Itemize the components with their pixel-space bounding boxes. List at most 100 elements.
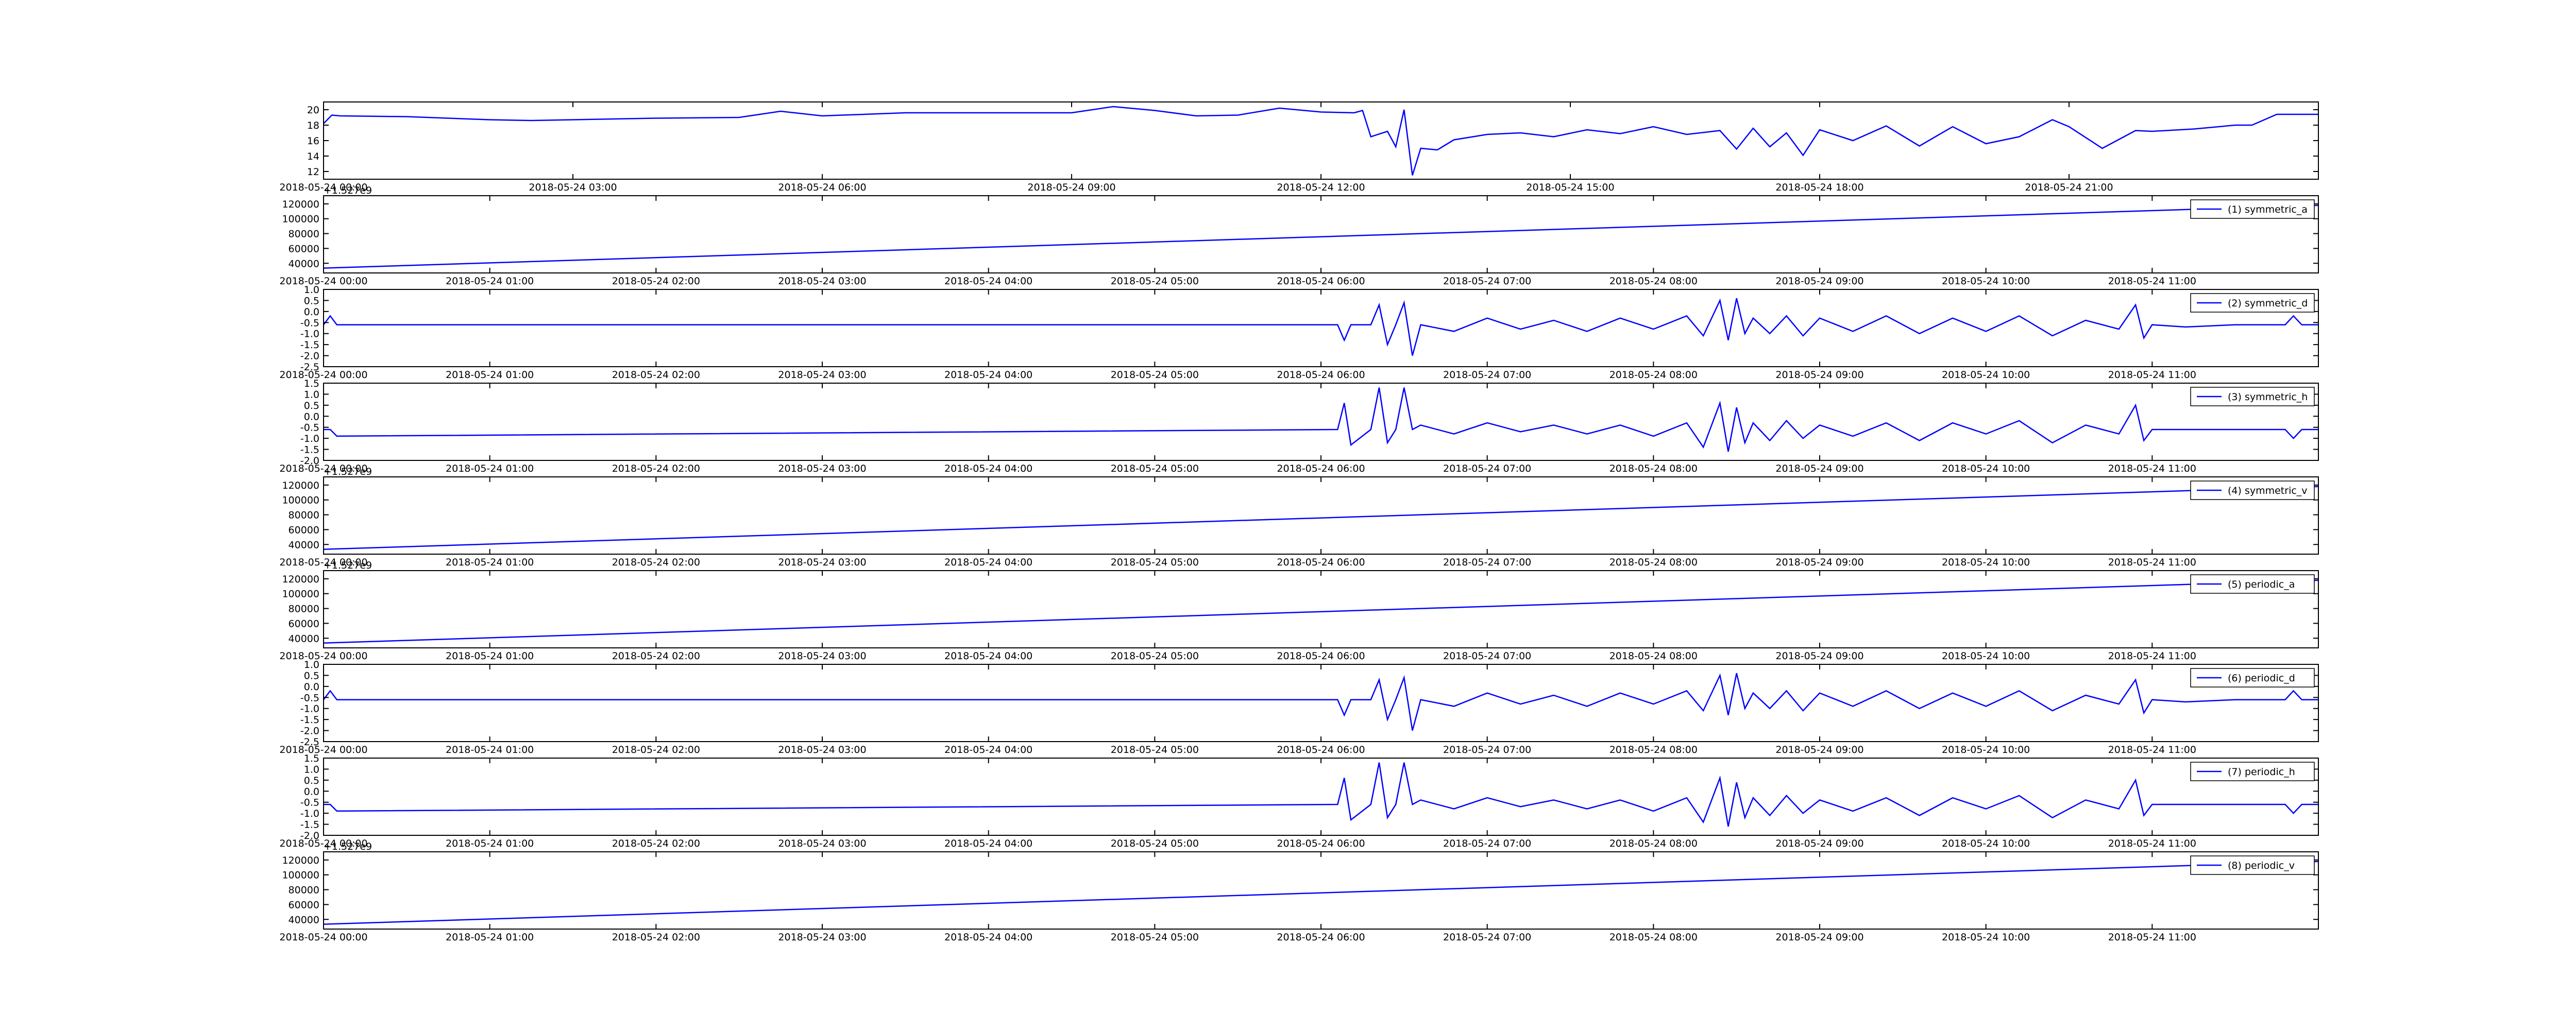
series-line: [324, 579, 2318, 644]
x-tick-label: 2018-05-24 02:00: [612, 557, 700, 568]
y-tick-label: -1.0: [300, 433, 319, 444]
y-tick-label: 40000: [289, 633, 319, 644]
x-tick-label: 2018-05-24 00:00: [279, 182, 367, 193]
x-tick-label: 2018-05-24 08:00: [1609, 463, 1698, 474]
y-tick-label: 100000: [282, 870, 319, 881]
x-tick-label: 2018-05-24 11:00: [2108, 744, 2196, 756]
legend-box: [2190, 480, 2315, 500]
x-tick-label: 2018-05-24 00:00: [279, 276, 367, 287]
series-line: [324, 861, 2318, 925]
x-tick-label: 2018-05-24 02:00: [612, 932, 700, 943]
x-tick-label: 2018-05-24 05:00: [1111, 369, 1199, 381]
x-tick-label: 2018-05-24 09:00: [1775, 650, 1863, 662]
y-tick-label: -2.0: [300, 351, 319, 362]
x-tick-label: 2018-05-24 02:00: [612, 463, 700, 474]
y-tick-label: 1.0: [304, 764, 319, 775]
x-tick-label: 2018-05-24 01:00: [446, 650, 534, 662]
y-tick-label: 14: [307, 151, 319, 162]
x-tick-label: 2018-05-24 08:00: [1609, 276, 1698, 287]
series-line: [324, 387, 2318, 452]
plot-area: [324, 758, 2318, 835]
x-tick-label: 2018-05-24 00:00: [279, 932, 367, 943]
y-tick-label: 0.5: [304, 670, 319, 681]
y-tick-label: -1.5: [300, 819, 319, 831]
y-tick-label: -0.5: [300, 797, 319, 809]
x-tick-label: 2018-05-24 10:00: [1942, 744, 2030, 756]
x-tick-label: 2018-05-24 06:00: [1277, 650, 1365, 662]
x-tick-label: 2018-05-24 05:00: [1111, 557, 1199, 568]
x-tick-label: 2018-05-24 11:00: [2108, 650, 2196, 662]
y-tick-label: -2.0: [300, 455, 319, 467]
y-tick-label: 18: [307, 120, 319, 131]
x-tick-label: 2018-05-24 04:00: [944, 744, 1032, 756]
x-tick-label: 2018-05-24 11:00: [2108, 276, 2196, 287]
x-tick-label: 2018-05-24 06:00: [1277, 932, 1365, 943]
x-tick-label: 2018-05-24 01:00: [446, 932, 534, 943]
x-tick-label: 2018-05-24 09:00: [1775, 838, 1863, 849]
plot-area: [324, 102, 2318, 179]
y-tick-label: 0.0: [304, 411, 319, 422]
x-tick-label: 2018-05-24 07:00: [1443, 838, 1531, 849]
y-tick-label: -2.0: [300, 726, 319, 737]
x-tick-label: 2018-05-24 07:00: [1443, 463, 1531, 474]
y-tick-label: 0.0: [304, 786, 319, 797]
x-tick-label: 2018-05-24 03:00: [778, 838, 866, 849]
x-tick-label: 2018-05-24 21:00: [2025, 182, 2113, 193]
plot-area: [324, 852, 2318, 929]
x-tick-label: 2018-05-24 07:00: [1443, 557, 1531, 568]
x-tick-label: 2018-05-24 05:00: [1111, 463, 1199, 474]
x-tick-label: 2018-05-24 09:00: [1775, 557, 1863, 568]
y-tick-label: 80000: [289, 604, 319, 615]
y-tick-label: -1.5: [300, 339, 319, 351]
panel: 40000 60000 80000 100000 120000 2018-05-24 00…: [279, 185, 2319, 287]
x-tick-label: 2018-05-24 02:00: [612, 369, 700, 381]
y-tick-label: 0.5: [304, 295, 319, 306]
x-tick-label: 2018-05-24 09:00: [1775, 369, 1863, 381]
x-tick-label: 2018-05-24 08:00: [1609, 932, 1698, 943]
y-tick-label: -0.5: [300, 692, 319, 703]
offset-label: +1.527e9: [324, 560, 372, 571]
plot-area: [324, 383, 2318, 460]
x-tick-label: 2018-05-24 00:00: [279, 650, 367, 662]
y-tick-label: 120000: [282, 574, 319, 585]
x-tick-label: 2018-05-24 03:00: [778, 276, 866, 287]
x-tick-label: 2018-05-24 06:00: [1277, 369, 1365, 381]
x-tick-label: 2018-05-24 00:00: [279, 838, 367, 849]
legend-label: (1) symmetric_a: [2228, 204, 2308, 215]
y-tick-label: -0.5: [300, 317, 319, 329]
x-tick-label: 2018-05-24 10:00: [1942, 838, 2030, 849]
x-tick-label: 2018-05-24 08:00: [1609, 557, 1698, 568]
x-tick-label: 2018-05-24 03:00: [778, 557, 866, 568]
y-tick-label: 100000: [282, 589, 319, 600]
panel: 40000 60000 80000 100000 120000 2018-05-24 00…: [279, 560, 2319, 662]
x-tick-label: 2018-05-24 10:00: [1942, 932, 2030, 943]
plot-area: [324, 196, 2318, 273]
x-tick-label: 2018-05-24 05:00: [1111, 932, 1199, 943]
x-tick-label: 2018-05-24 18:00: [1775, 182, 1863, 193]
x-tick-label: 2018-05-24 05:00: [1111, 276, 1199, 287]
panel: 1.00.50.0-0.5-1.0-1.5-2.0-2.52018-05-24 …: [279, 659, 2319, 756]
x-tick-label: 2018-05-24 04:00: [944, 838, 1032, 849]
y-tick-label: 40000: [289, 914, 319, 925]
plot-area: [324, 289, 2318, 367]
x-tick-label: 2018-05-24 05:00: [1111, 744, 1199, 756]
x-tick-label: 2018-05-24 00:00: [279, 463, 367, 474]
x-tick-label: 2018-05-24 12:00: [1277, 182, 1365, 193]
x-tick-label: 2018-05-24 07:00: [1443, 744, 1531, 756]
y-tick-label: 1.5: [304, 753, 319, 764]
x-tick-label: 2018-05-24 11:00: [2108, 463, 2196, 474]
x-tick-label: 2018-05-24 11:00: [2108, 369, 2196, 381]
x-tick-label: 2018-05-24 10:00: [1942, 463, 2030, 474]
series-line: [324, 204, 2318, 269]
x-tick-label: 2018-05-24 05:00: [1111, 838, 1199, 849]
y-tick-label: 120000: [282, 855, 319, 866]
x-tick-label: 2018-05-24 02:00: [612, 838, 700, 849]
legend-label: (8) periodic_v: [2228, 860, 2295, 871]
series-line: [324, 486, 2318, 550]
y-tick-label: 40000: [289, 258, 319, 269]
x-tick-label: 2018-05-24 02:00: [612, 744, 700, 756]
y-tick-label: 0.0: [304, 681, 319, 693]
x-tick-label: 2018-05-24 09:00: [1775, 744, 1863, 756]
legend-label: (6) periodic_d: [2228, 673, 2295, 684]
x-tick-label: 2018-05-24 03:00: [778, 932, 866, 943]
